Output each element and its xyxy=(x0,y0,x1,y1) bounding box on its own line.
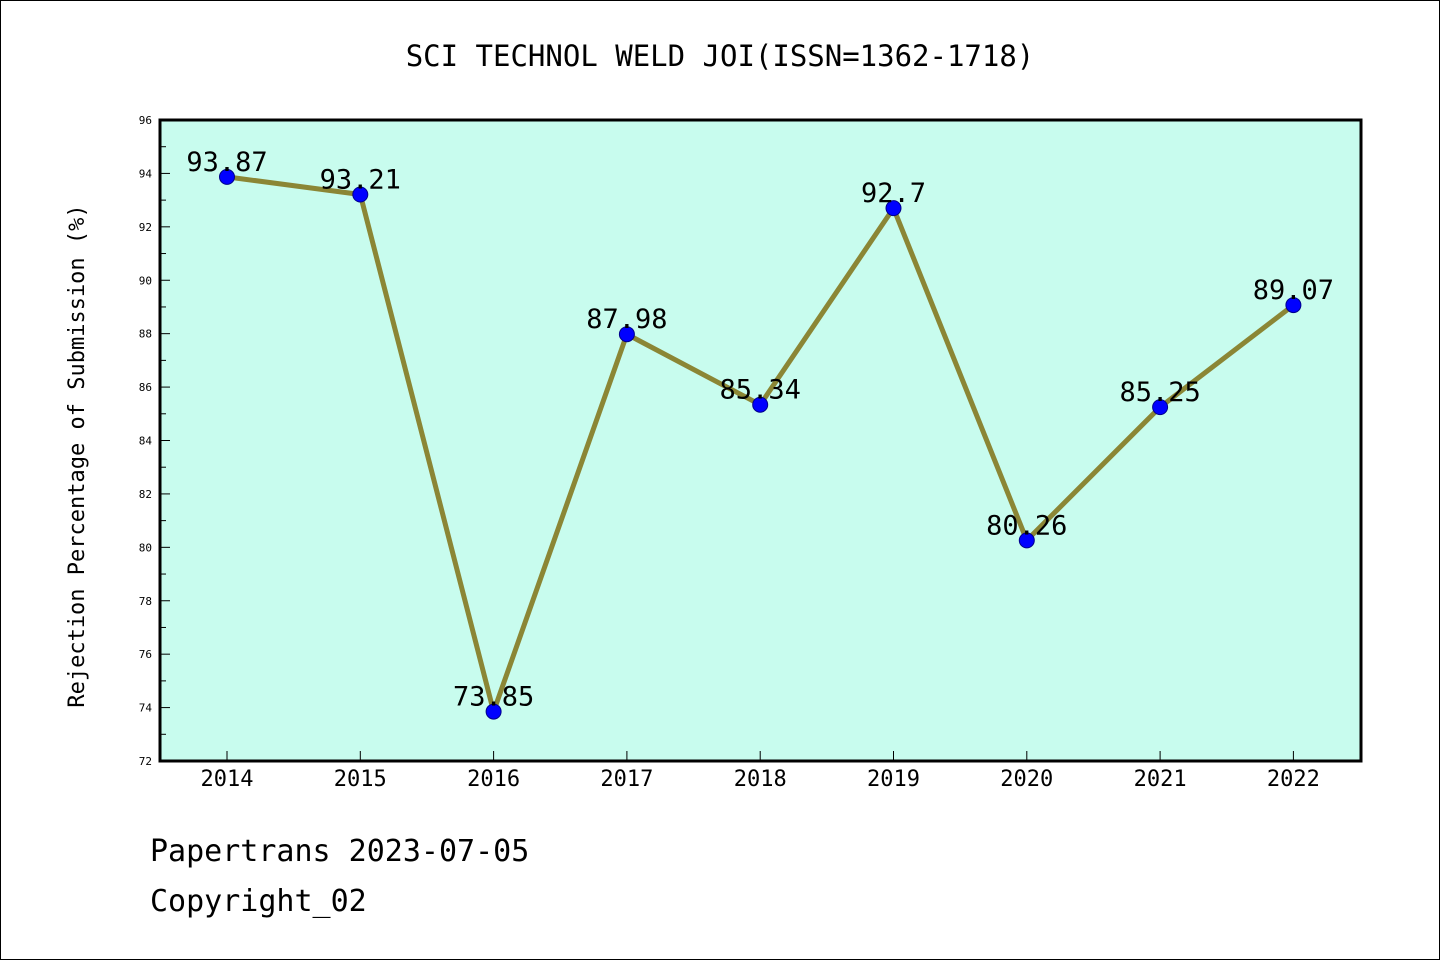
data-point xyxy=(752,396,769,413)
x-tick-label: 2015 xyxy=(334,767,387,792)
data-point xyxy=(885,200,902,217)
data-label: 73.85 xyxy=(453,682,534,713)
data-label: 85.34 xyxy=(720,375,801,406)
data-label: 93.21 xyxy=(320,165,401,196)
x-tick-label: 2019 xyxy=(867,767,920,792)
y-tick-label: 78 xyxy=(139,595,152,608)
data-point xyxy=(485,703,502,720)
y-tick-label: 74 xyxy=(139,702,153,715)
y-tick-label: 90 xyxy=(139,274,152,287)
x-tick-label: 2018 xyxy=(734,767,787,792)
data-point xyxy=(1018,532,1035,549)
data-point xyxy=(1285,297,1302,314)
y-tick-label: 86 xyxy=(139,381,152,394)
y-tick-label: 84 xyxy=(139,435,153,448)
x-tick-label: 2016 xyxy=(467,767,520,792)
data-point xyxy=(219,168,235,185)
data-label: 89.07 xyxy=(1253,275,1334,306)
x-tick-label: 2014 xyxy=(201,767,254,792)
y-tick-label: 96 xyxy=(139,114,152,127)
data-labels: 93.87 93.21 73.85 87.98 85.34 92.7 80.26 85.25 8… xyxy=(186,147,1334,713)
plot-area xyxy=(158,118,1363,763)
data-label: 93.87 xyxy=(186,147,267,178)
y-tick-label: 82 xyxy=(139,488,152,501)
x-tick-label: 2022 xyxy=(1267,767,1320,792)
y-axis-ticks: 72 74 76 78 80 82 84 86 88 90 92 94 96 xyxy=(139,114,170,768)
x-tick-label: 2020 xyxy=(1000,767,1053,792)
x-axis-ticks: 2014 2015 2016 2017 2018 2019 2020 2021 2022 xyxy=(201,751,1320,792)
data-label: 87.98 xyxy=(586,304,667,335)
y-tick-label: 94 xyxy=(139,167,153,180)
data-point xyxy=(1152,399,1169,416)
x-tick-label: 2017 xyxy=(600,767,653,792)
data-points xyxy=(219,168,1302,720)
data-label: 80.26 xyxy=(986,510,1067,541)
y-axis-label: Rejection Percentage of Submission (%) xyxy=(65,204,90,707)
data-label: 85.25 xyxy=(1119,377,1200,408)
data-point xyxy=(618,326,635,343)
y-tick-label: 72 xyxy=(139,755,152,768)
y-tick-label: 92 xyxy=(139,221,152,234)
y-tick-label: 80 xyxy=(139,541,152,554)
data-label: 92.7 xyxy=(861,178,926,209)
footer-date: Papertrans 2023-07-05 xyxy=(150,834,530,869)
x-tick-label: 2021 xyxy=(1134,767,1187,792)
footer-copyright: Copyright_02 xyxy=(150,884,367,919)
y-tick-label: 76 xyxy=(139,648,152,661)
chart-title: SCI TECHNOL WELD JOI(ISSN=1362-1718) xyxy=(406,39,1035,73)
y-tick-label: 88 xyxy=(139,328,152,341)
data-point xyxy=(352,186,369,203)
